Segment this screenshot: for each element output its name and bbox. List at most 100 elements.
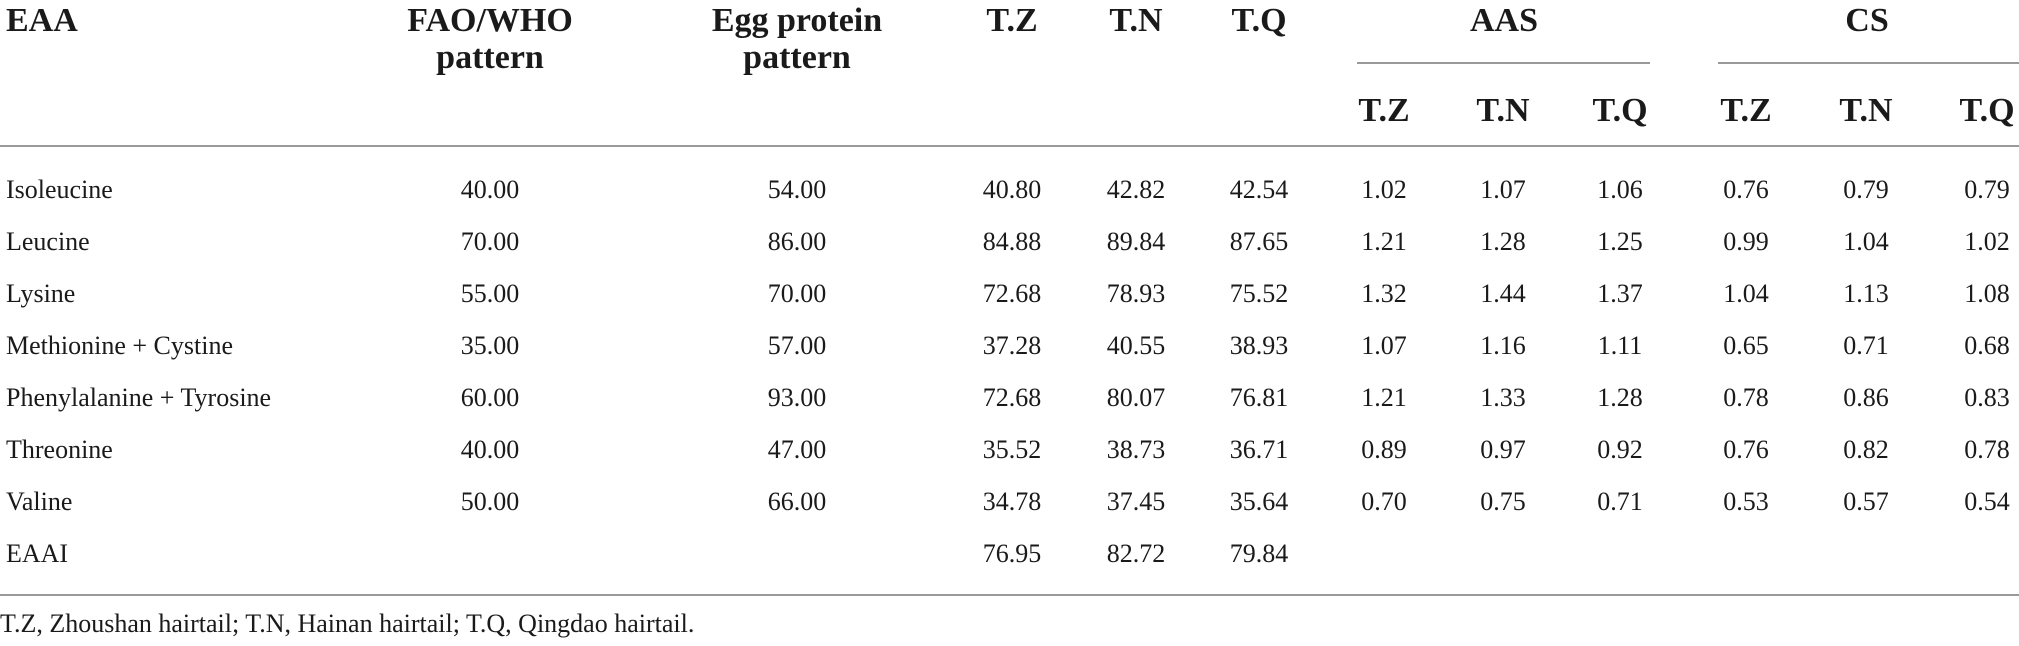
cell-cs-tq: 0.79 bbox=[1964, 175, 2010, 204]
cell-eaa: Isoleucine bbox=[6, 175, 113, 204]
cell-fao: 50.00 bbox=[460, 487, 520, 516]
cell-aas-tq: 1.28 bbox=[1597, 383, 1643, 412]
cell-eaa: Leucine bbox=[6, 227, 90, 256]
cell-cs-tn: 0.57 bbox=[1843, 487, 1889, 516]
cell-cs-tq: 0.78 bbox=[1964, 435, 2010, 464]
cell-aas-tq: 1.06 bbox=[1597, 175, 1643, 204]
cell-tz: 72.68 bbox=[982, 279, 1042, 308]
cell-fao: 40.00 bbox=[460, 435, 520, 464]
cell-cs-tn: 0.86 bbox=[1843, 383, 1889, 412]
cell-tq: 75.52 bbox=[1229, 279, 1289, 308]
cell-eaa: Lysine bbox=[6, 279, 76, 308]
cell-tn: 37.45 bbox=[1106, 487, 1166, 516]
table-bottom-rule bbox=[0, 594, 2019, 596]
cell-egg: 86.00 bbox=[767, 227, 827, 256]
cell-aas-tq: 1.11 bbox=[1597, 331, 1643, 360]
cell-fao: 40.00 bbox=[460, 175, 520, 204]
cell-cs-tq: 1.02 bbox=[1964, 227, 2010, 256]
header-cs-tq: T.Q bbox=[1959, 92, 2015, 129]
header-cs: CS bbox=[1845, 2, 1889, 39]
cell-aas-tq: 1.25 bbox=[1597, 227, 1643, 256]
aas-span-rule bbox=[1357, 62, 1650, 64]
cell-fao: 70.00 bbox=[460, 227, 520, 256]
cell-aas-tn: 1.33 bbox=[1480, 383, 1526, 412]
cell-cs-tn: 1.04 bbox=[1843, 227, 1889, 256]
header-egg-line2: pattern bbox=[743, 39, 851, 76]
cell-egg: 57.00 bbox=[767, 331, 827, 360]
table-footnote: T.Z, Zhoushan hairtail; T.N, Hainan hair… bbox=[0, 609, 695, 638]
cell-fao: 55.00 bbox=[460, 279, 520, 308]
cell-cs-tn: 1.13 bbox=[1843, 279, 1889, 308]
cell-egg: 93.00 bbox=[767, 383, 827, 412]
cell-aas-tn: 0.97 bbox=[1480, 435, 1526, 464]
cell-aas-tz: 1.21 bbox=[1361, 383, 1407, 412]
cell-aas-tz: 0.89 bbox=[1361, 435, 1407, 464]
header-aas-tn: T.N bbox=[1476, 92, 1530, 129]
cell-tz: 76.95 bbox=[982, 539, 1042, 568]
header-bottom-rule bbox=[0, 145, 2019, 147]
cell-tq: 87.65 bbox=[1229, 227, 1289, 256]
cs-span-rule bbox=[1718, 62, 2019, 64]
cell-tn: 40.55 bbox=[1106, 331, 1166, 360]
header-cs-tn: T.N bbox=[1839, 92, 1893, 129]
cell-egg: 70.00 bbox=[767, 279, 827, 308]
cell-cs-tz: 0.78 bbox=[1723, 383, 1769, 412]
cell-aas-tn: 0.75 bbox=[1480, 487, 1526, 516]
cell-aas-tz: 1.32 bbox=[1361, 279, 1407, 308]
cell-cs-tz: 0.53 bbox=[1723, 487, 1769, 516]
cell-aas-tn: 1.44 bbox=[1480, 279, 1526, 308]
cell-tq: 42.54 bbox=[1229, 175, 1289, 204]
header-aas-tq: T.Q bbox=[1592, 92, 1648, 129]
cell-tn: 80.07 bbox=[1106, 383, 1166, 412]
cell-tq: 38.93 bbox=[1229, 331, 1289, 360]
header-tn: T.N bbox=[1109, 2, 1163, 39]
cell-cs-tz: 0.99 bbox=[1723, 227, 1769, 256]
header-eaa: EAA bbox=[6, 2, 78, 39]
cell-cs-tz: 0.76 bbox=[1723, 435, 1769, 464]
cell-tn: 42.82 bbox=[1106, 175, 1166, 204]
cell-tq: 79.84 bbox=[1229, 539, 1289, 568]
cell-cs-tq: 0.83 bbox=[1964, 383, 2010, 412]
cell-egg: 54.00 bbox=[767, 175, 827, 204]
cell-eaa: Threonine bbox=[6, 435, 113, 464]
header-fao-line2: pattern bbox=[436, 39, 544, 76]
cell-eaa: Phenylalanine + Tyrosine bbox=[6, 383, 272, 412]
cell-cs-tz: 0.76 bbox=[1723, 175, 1769, 204]
cell-tz: 72.68 bbox=[982, 383, 1042, 412]
cell-cs-tn: 0.79 bbox=[1843, 175, 1889, 204]
cell-egg: 47.00 bbox=[767, 435, 827, 464]
cell-tz: 40.80 bbox=[982, 175, 1042, 204]
cell-tn: 38.73 bbox=[1106, 435, 1166, 464]
cell-tn: 82.72 bbox=[1106, 539, 1166, 568]
cell-aas-tn: 1.28 bbox=[1480, 227, 1526, 256]
cell-aas-tz: 0.70 bbox=[1361, 487, 1407, 516]
cell-egg: 66.00 bbox=[767, 487, 827, 516]
header-fao-line1: FAO/WHO bbox=[407, 2, 573, 39]
cell-aas-tz: 1.21 bbox=[1361, 227, 1407, 256]
cell-eaa: Methionine + Cystine bbox=[6, 331, 233, 360]
cell-tq: 35.64 bbox=[1229, 487, 1289, 516]
header-cs-tz: T.Z bbox=[1720, 92, 1772, 129]
cell-tq: 36.71 bbox=[1229, 435, 1289, 464]
header-aas: AAS bbox=[1469, 2, 1539, 39]
cell-aas-tn: 1.16 bbox=[1480, 331, 1526, 360]
cell-cs-tq: 0.68 bbox=[1964, 331, 2010, 360]
header-tq: T.Q bbox=[1231, 2, 1287, 39]
cell-aas-tz: 1.02 bbox=[1361, 175, 1407, 204]
cell-aas-tn: 1.07 bbox=[1480, 175, 1526, 204]
cell-aas-tq: 0.71 bbox=[1597, 487, 1643, 516]
cell-tz: 37.28 bbox=[982, 331, 1042, 360]
cell-aas-tq: 1.37 bbox=[1597, 279, 1643, 308]
cell-cs-tq: 0.54 bbox=[1964, 487, 2010, 516]
header-egg-line1: Egg protein bbox=[711, 2, 883, 39]
cell-cs-tn: 0.82 bbox=[1843, 435, 1889, 464]
header-tz: T.Z bbox=[986, 2, 1038, 39]
cell-eaa: EAAI bbox=[6, 539, 69, 568]
cell-aas-tz: 1.07 bbox=[1361, 331, 1407, 360]
header-aas-tz: T.Z bbox=[1358, 92, 1410, 129]
cell-tz: 35.52 bbox=[982, 435, 1042, 464]
cell-tn: 78.93 bbox=[1106, 279, 1166, 308]
cell-fao: 60.00 bbox=[460, 383, 520, 412]
cell-aas-tq: 0.92 bbox=[1597, 435, 1643, 464]
cell-tq: 76.81 bbox=[1229, 383, 1289, 412]
